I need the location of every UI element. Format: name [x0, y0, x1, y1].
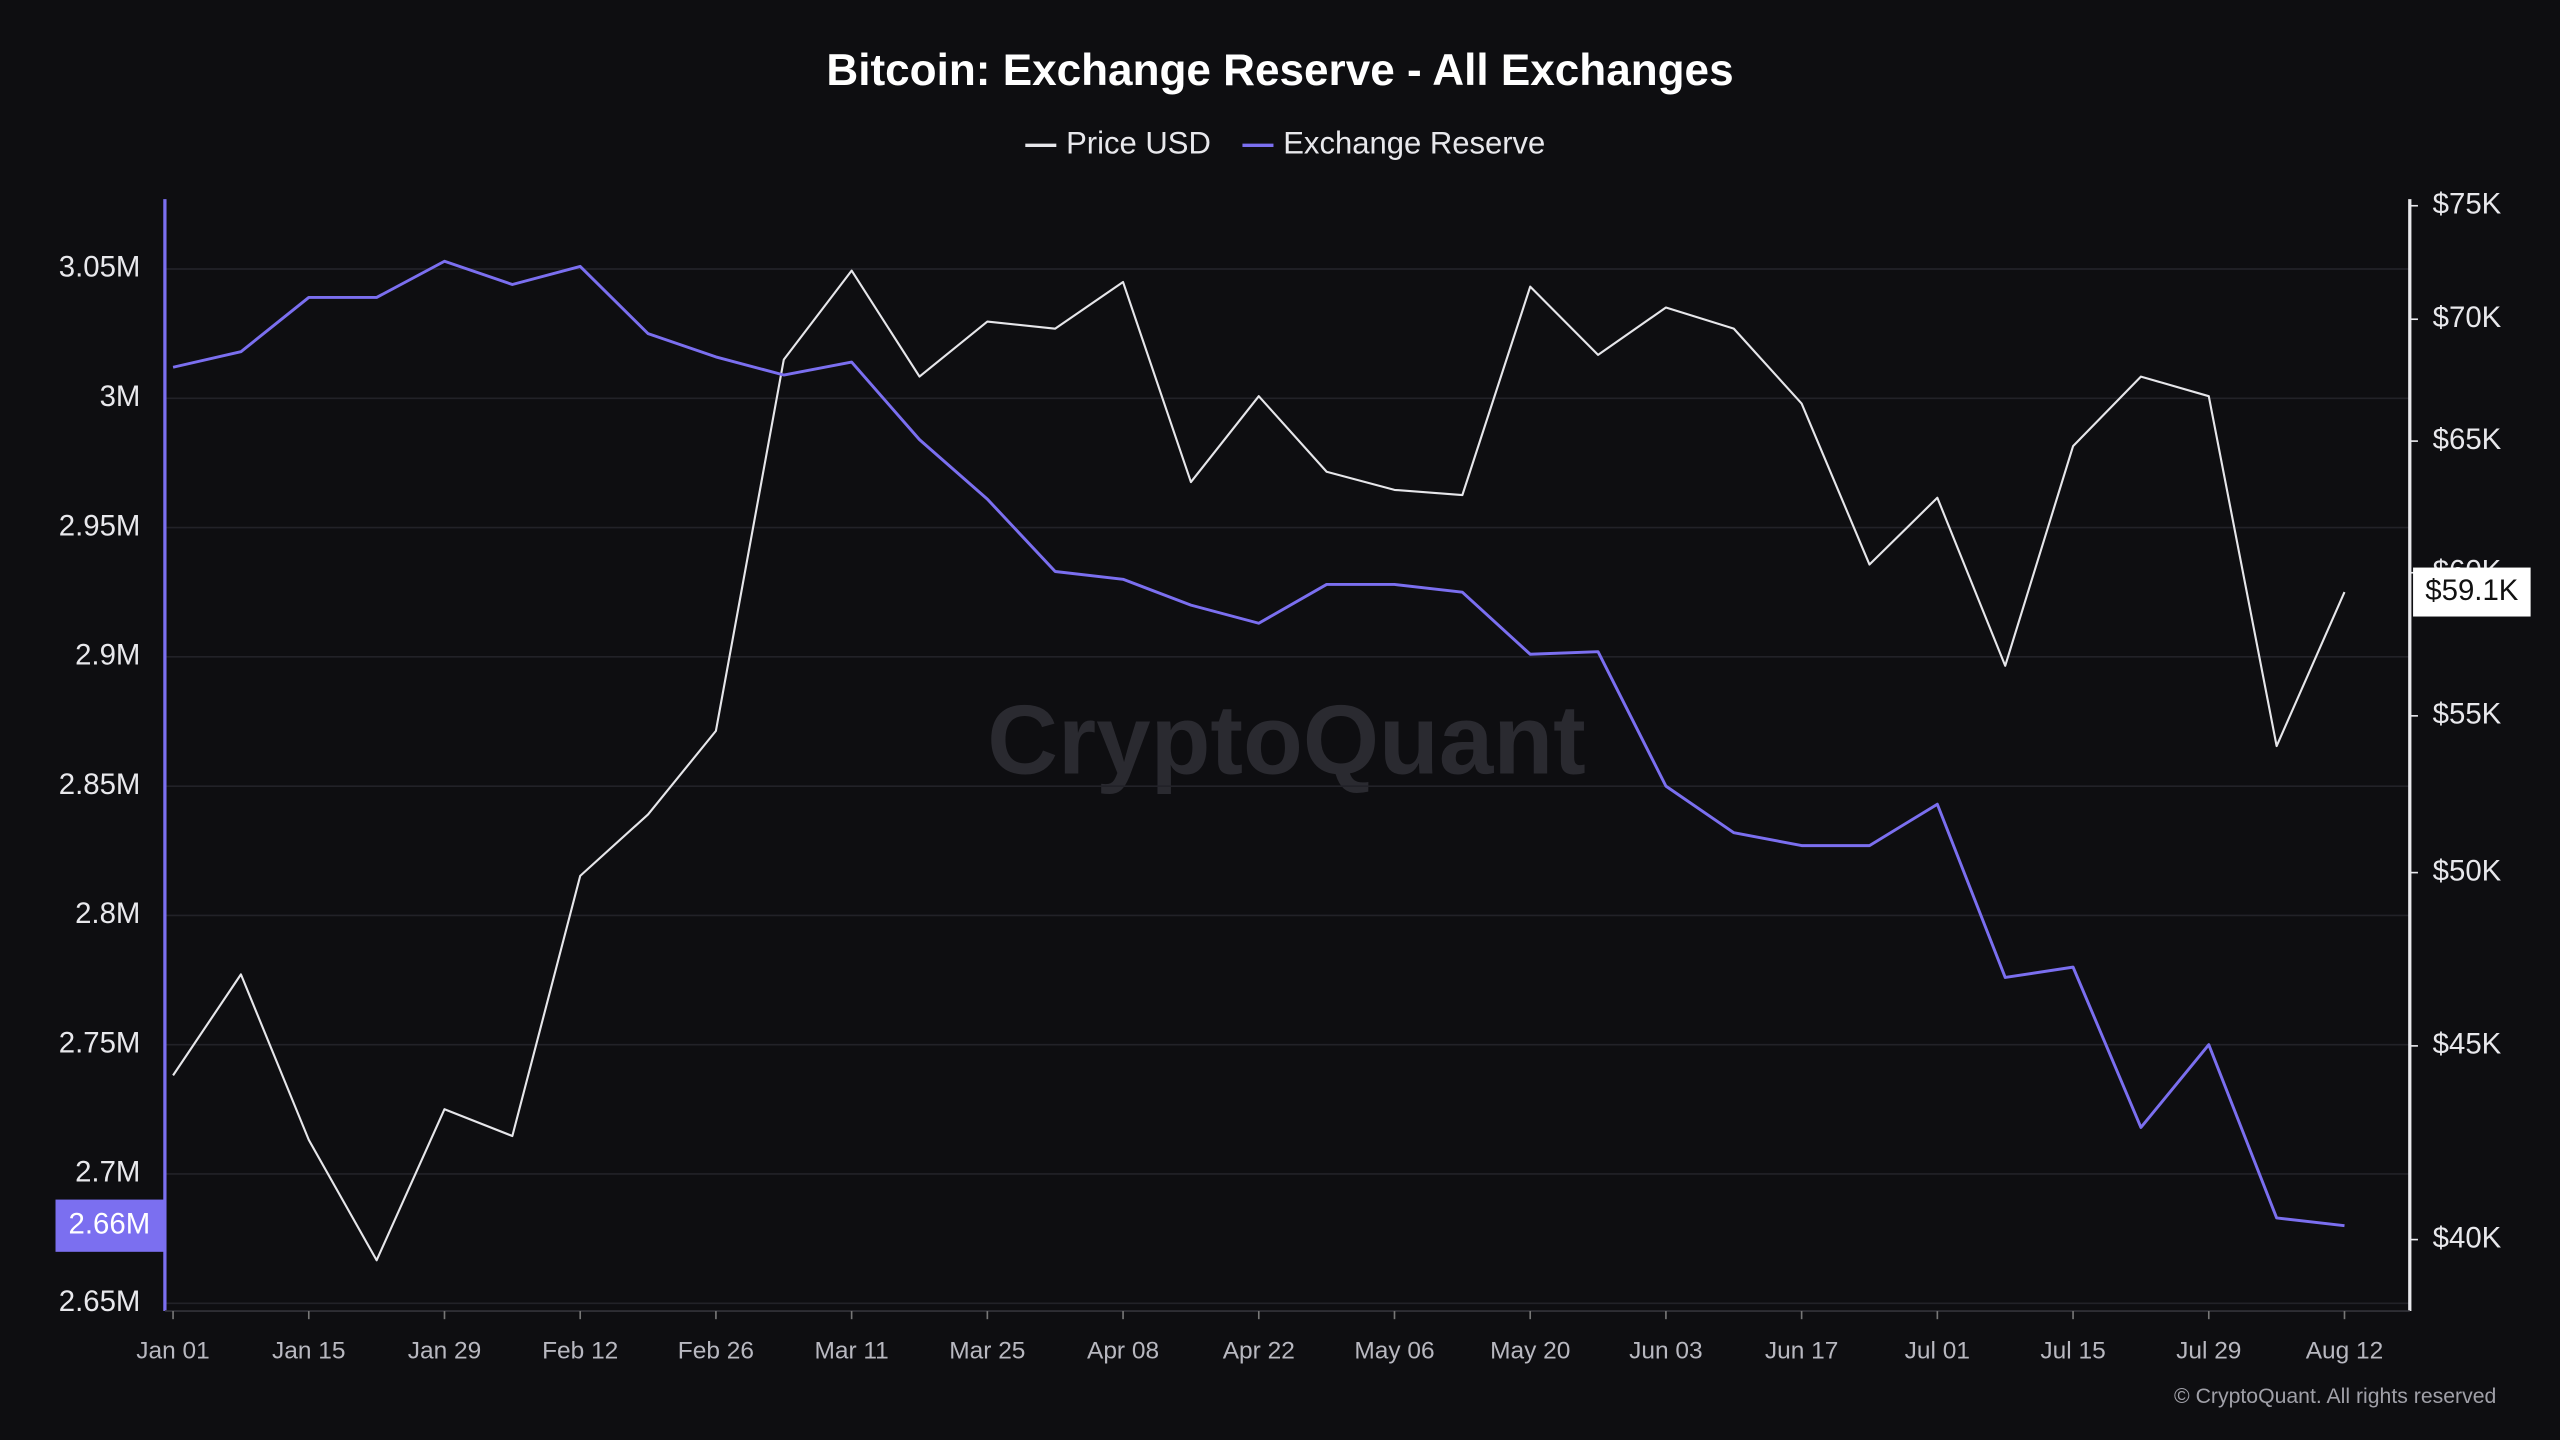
series-line [172, 269, 2346, 1262]
x-tick-label: Jun 03 [1629, 1337, 1702, 1364]
y-tick-label: 2.85M [59, 768, 141, 801]
x-tick-label: Jul 15 [2040, 1337, 2105, 1364]
x-tick-label: Aug 12 [2306, 1337, 2384, 1364]
series-line [172, 259, 2345, 1228]
x-tick-label: Feb 12 [542, 1337, 618, 1364]
footer: © CryptoQuant. All rights reserved [2174, 1385, 2496, 1408]
y2-tick-label: $55K [2433, 698, 2502, 731]
y-tick-label: 3M [100, 380, 141, 413]
x-tick-label: Mar 11 [814, 1337, 888, 1364]
x-tick-label: Feb 26 [678, 1337, 754, 1364]
x-tick-label: Jul 29 [2176, 1337, 2241, 1364]
y2-tick-label: $45K [2433, 1028, 2502, 1061]
current-value-label: 2.66M [69, 1207, 151, 1240]
x-tick-label: May 20 [1490, 1337, 1570, 1364]
y2-tick-label: $70K [2433, 301, 2502, 334]
x-tick-label: Jul 01 [1905, 1337, 1970, 1364]
x-tick-label: Mar 25 [949, 1337, 1025, 1364]
x-tick-label: Jan 01 [136, 1337, 209, 1364]
x-tick-label: Jan 29 [408, 1337, 481, 1364]
y2-tick-label: $50K [2433, 854, 2502, 887]
y-tick-label: 2.9M [75, 639, 140, 672]
legend-label: Price USD [1066, 125, 1211, 160]
y2-tick-label: $65K [2433, 423, 2502, 456]
y-tick-label: 2.75M [59, 1026, 141, 1059]
y-tick-label: 2.65M [59, 1285, 141, 1318]
watermark: CryptoQuant [987, 685, 1585, 795]
x-tick-label: Apr 22 [1223, 1337, 1295, 1364]
x-tick-label: Apr 08 [1087, 1337, 1159, 1364]
current-value-box [2413, 567, 2531, 617]
y-tick-label: 2.7M [75, 1156, 140, 1189]
y-tick-label: 2.95M [59, 509, 141, 542]
y-tick-label: 3.05M [59, 251, 141, 284]
y2-tick-label: $40K [2433, 1221, 2502, 1254]
legend-label: Exchange Reserve [1283, 125, 1545, 160]
x-tick-label: Jan 15 [272, 1337, 345, 1364]
current-value-box [55, 1199, 165, 1252]
chart-title: Bitcoin: Exchange Reserve - All Exchange… [826, 46, 1733, 95]
x-tick-label: Jun 17 [1765, 1337, 1838, 1364]
current-value-label: $59.1K [2425, 574, 2519, 607]
x-tick-label: May 06 [1354, 1337, 1434, 1364]
y2-tick-label: $75K [2433, 188, 2502, 221]
y-tick-label: 2.8M [75, 897, 140, 930]
